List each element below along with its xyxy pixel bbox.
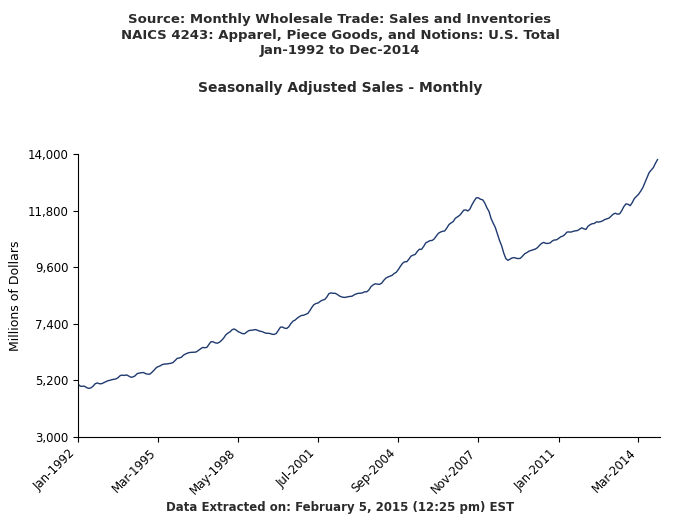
Text: Source: Monthly Wholesale Trade: Sales and Inventories: Source: Monthly Wholesale Trade: Sales a… [129,13,551,26]
Text: NAICS 4243: Apparel, Piece Goods, and Notions: U.S. Total: NAICS 4243: Apparel, Piece Goods, and No… [120,29,560,42]
Text: Jan-1992 to Dec-2014: Jan-1992 to Dec-2014 [260,44,420,58]
Text: Data Extracted on: February 5, 2015 (12:25 pm) EST: Data Extracted on: February 5, 2015 (12:… [166,501,514,514]
Text: Seasonally Adjusted Sales - Monthly: Seasonally Adjusted Sales - Monthly [198,81,482,95]
Y-axis label: Millions of Dollars: Millions of Dollars [9,240,22,351]
